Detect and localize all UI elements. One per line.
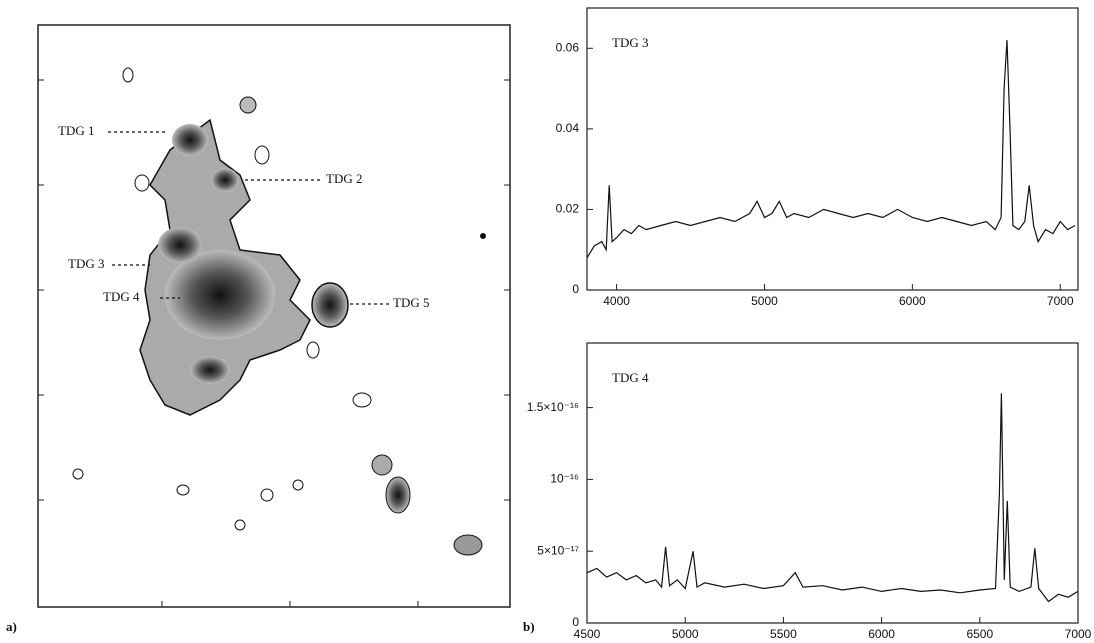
y-tick-label: 0.06 [556, 40, 580, 54]
annotation: TDG 1 [58, 123, 94, 138]
annotation: TDG 5 [393, 295, 429, 310]
y-tick-label: 5×10⁻¹⁷ [537, 543, 579, 557]
spectrum-line [586, 40, 1076, 259]
panel-label: b) [523, 619, 535, 634]
x-tick-label: 6000 [868, 627, 895, 641]
x-tick-label: 4000 [603, 294, 630, 308]
x-tick-label: 5000 [751, 294, 778, 308]
chart-title: TDG 3 [612, 35, 648, 50]
annotation: TDG 4 [103, 289, 140, 304]
y-tick-label: 0 [572, 615, 579, 629]
x-tick-label: 5000 [672, 627, 699, 641]
annotation: TDG 3 [68, 256, 104, 271]
spectrum-line [586, 393, 1079, 603]
y-tick-label: 0.04 [556, 121, 580, 135]
annotation: TDG 2 [326, 171, 362, 186]
plot-frame [586, 7, 1079, 291]
x-tick-label: 7000 [1047, 294, 1074, 308]
contour-image [37, 24, 511, 608]
x-tick-label: 7000 [1065, 627, 1092, 641]
y-tick-label: 0 [572, 282, 579, 296]
plot-frame [586, 342, 1079, 624]
y-tick-label: 0.02 [556, 202, 580, 216]
y-tick-label: 1.5×10⁻¹⁶ [527, 400, 579, 414]
x-tick-label: 6000 [899, 294, 926, 308]
x-tick-label: 4500 [574, 627, 601, 641]
panel-label: a) [6, 619, 17, 634]
y-tick-label: 10⁻¹⁶ [550, 472, 579, 486]
chart-title: TDG 4 [612, 370, 649, 385]
x-tick-label: 5500 [770, 627, 797, 641]
x-tick-label: 6500 [966, 627, 993, 641]
